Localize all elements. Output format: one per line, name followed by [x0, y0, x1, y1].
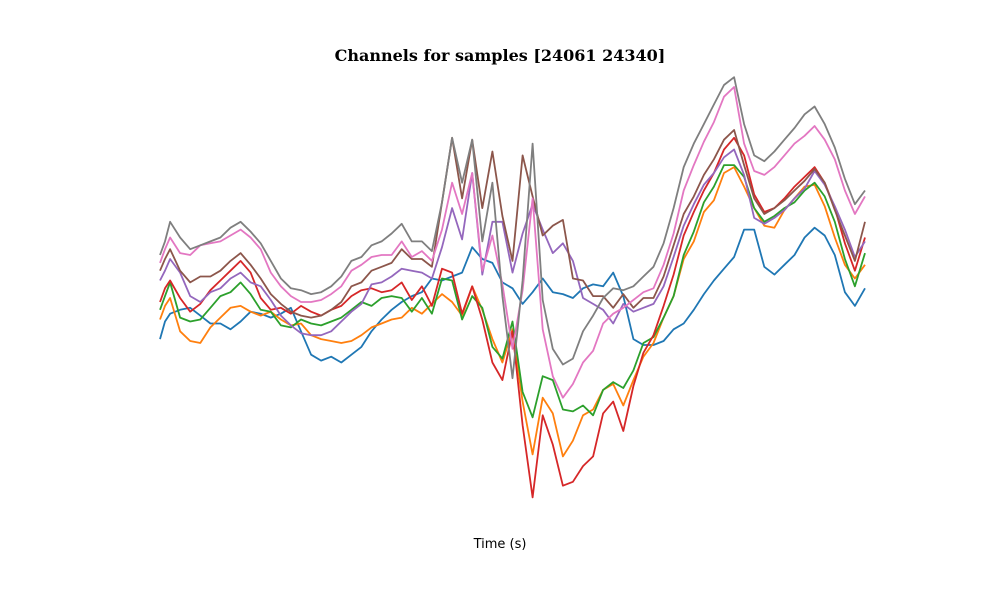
series-line-6 [159, 129, 866, 319]
x-axis-label: Time (s) [473, 537, 527, 552]
series-line-1 [159, 226, 866, 364]
series-line-7 [159, 86, 866, 399]
series-line-2 [159, 166, 866, 458]
series-line-8 [159, 76, 866, 380]
chart-title: Channels for samples [24061 24340] [334, 46, 666, 65]
series-line-4 [159, 136, 866, 499]
series-line-5 [159, 148, 866, 337]
